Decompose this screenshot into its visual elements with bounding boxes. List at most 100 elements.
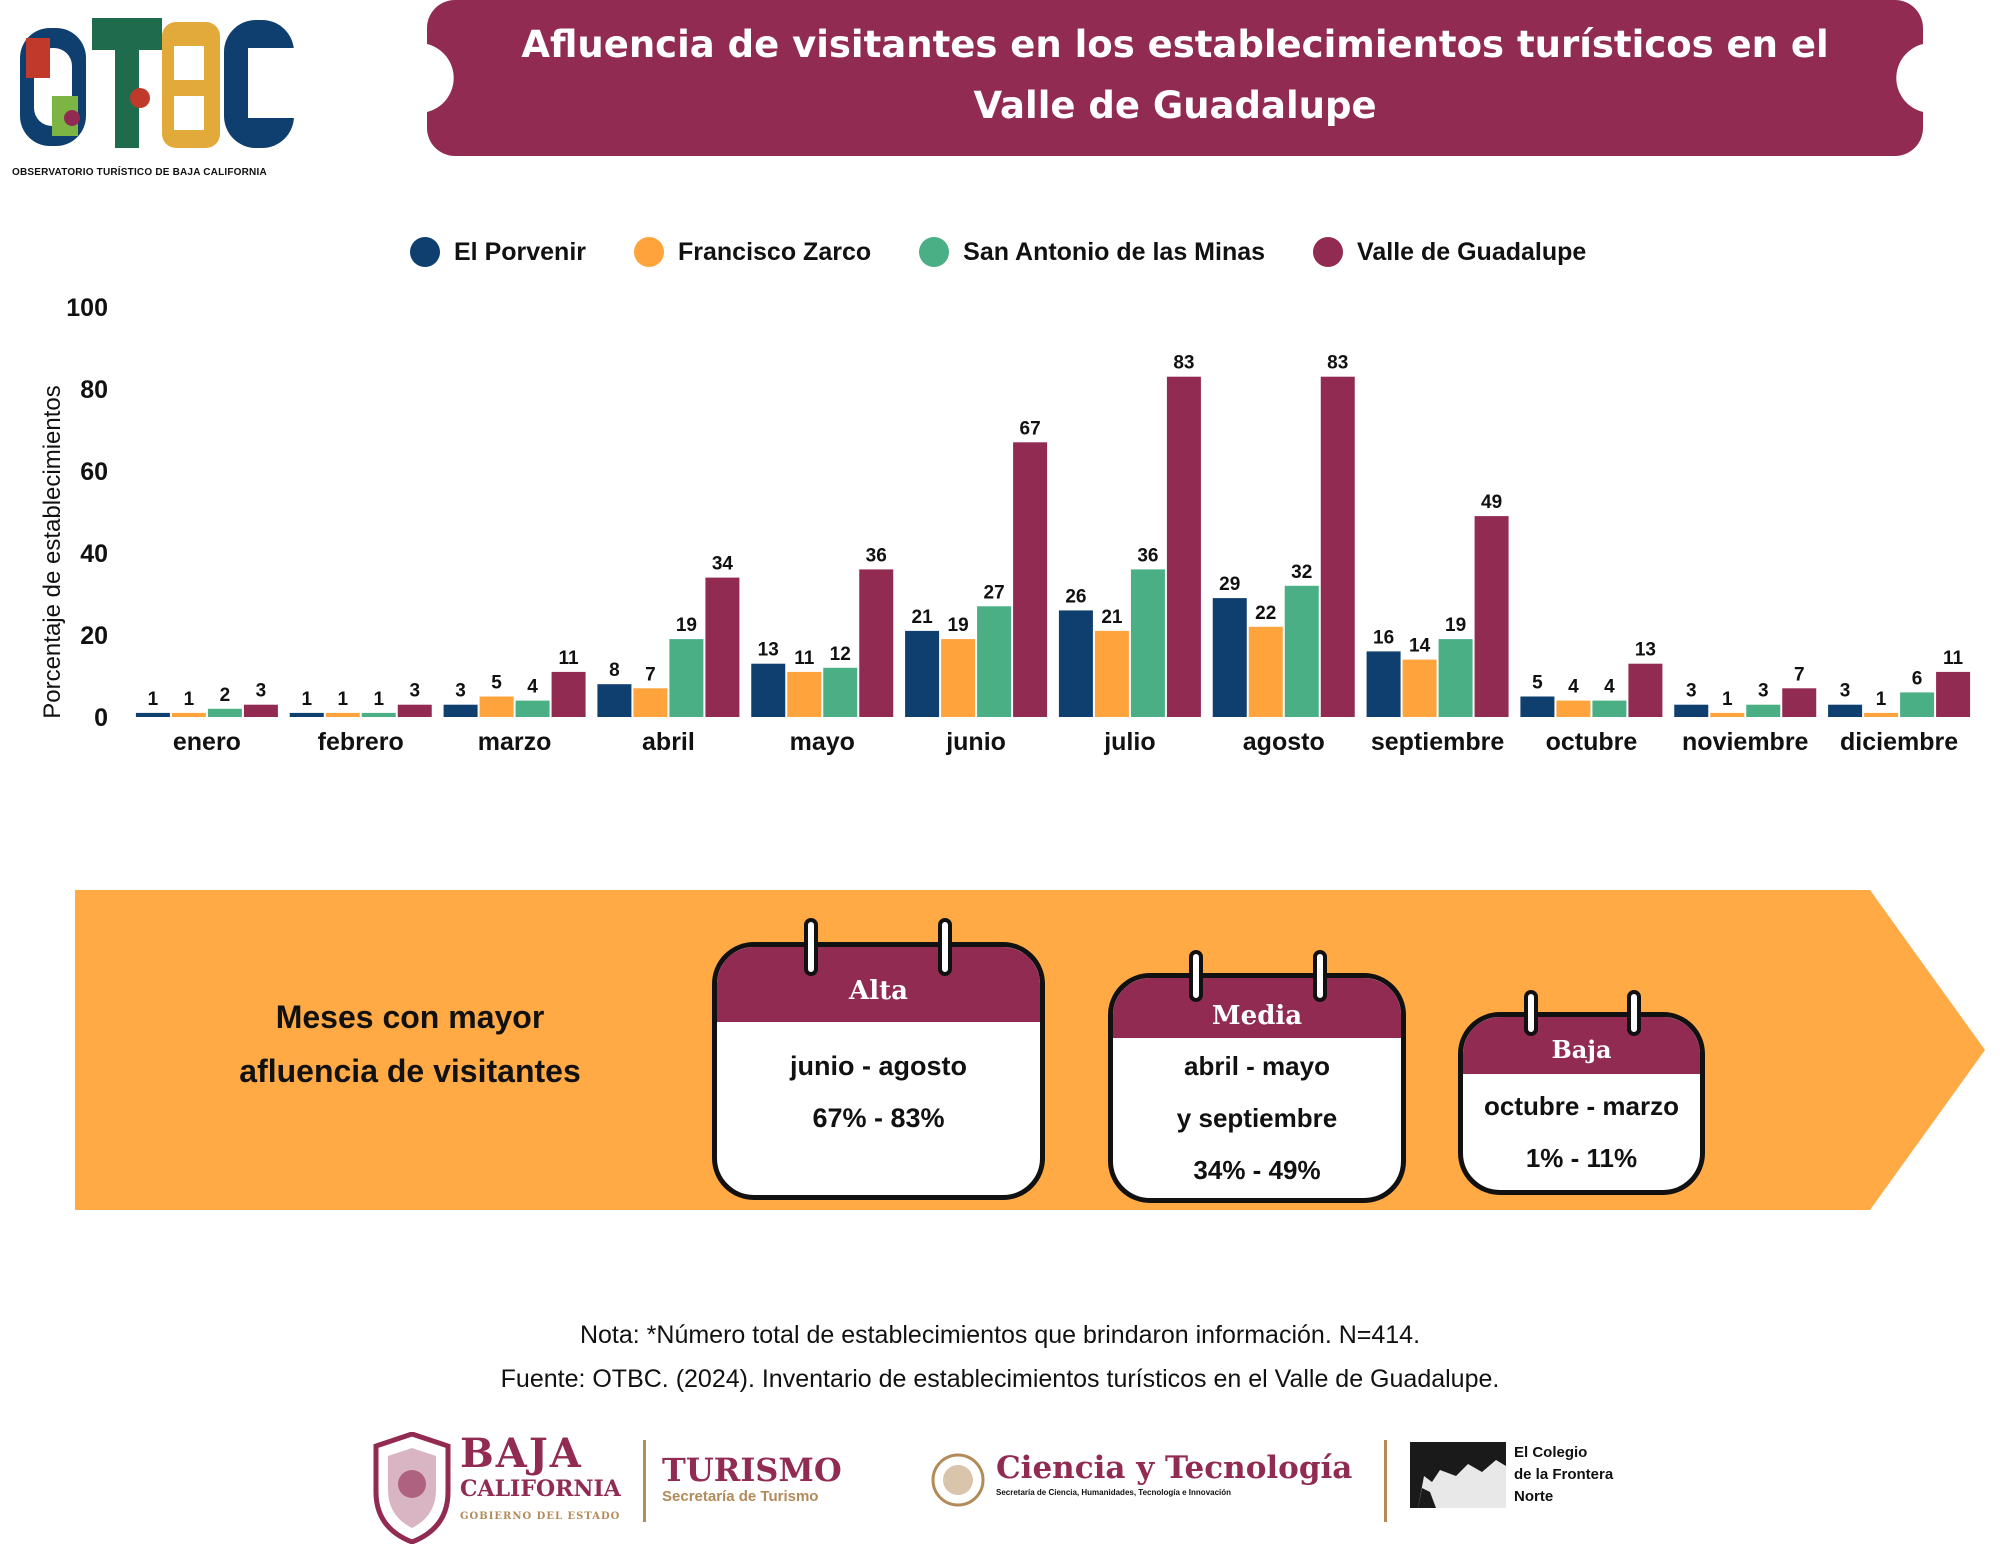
page-title: Afluencia de visitantes en los estableci… [520, 14, 1830, 136]
colef-logo: El Colegio de la Frontera Norte [1410, 1442, 1640, 1522]
data-label: 3 [409, 681, 420, 702]
title-line-1: Afluencia de visitantes en los estableci… [521, 23, 1829, 66]
calendar-low-months: octubre - marzo [1483, 1091, 1680, 1121]
x-tick-label: febrero [318, 728, 404, 756]
legend-label: Francisco Zarco [678, 237, 872, 266]
bar [1746, 704, 1781, 717]
season-panel-label: Meses con mayor afluencia de visitantes [220, 990, 600, 1098]
bar [905, 630, 940, 717]
data-label: 49 [1481, 492, 1502, 513]
bar [1628, 663, 1663, 717]
bar [1520, 696, 1555, 717]
bar [397, 704, 432, 717]
data-label: 13 [758, 640, 779, 661]
legend-item-san-antonio: San Antonio de las Minas [919, 237, 1265, 267]
otbc-logo-graphic [20, 18, 296, 148]
bar [669, 639, 704, 717]
bar [1474, 516, 1509, 717]
cyt-logo-line-2: Secretaría de Ciencia, Humanidades, Tecn… [996, 1488, 1232, 1497]
x-tick-label: septiembre [1371, 728, 1504, 756]
data-label: 11 [1943, 648, 1964, 669]
data-label: 1 [337, 689, 348, 710]
colef-logo-line-2: de la Frontera [1514, 1466, 1614, 1483]
colef-map-icon [1410, 1442, 1506, 1508]
calendar-medium-range: 34% - 49% [1193, 1155, 1321, 1185]
data-label: 4 [527, 677, 538, 698]
data-label: 19 [1445, 615, 1466, 636]
data-label: 3 [455, 681, 466, 702]
bar [1320, 376, 1355, 717]
bar-chart: Porcentaje de establecimientos 0 20 40 60 80 1… [39, 294, 1971, 756]
bar [1094, 630, 1129, 717]
x-tick-label: diciembre [1840, 728, 1958, 756]
y-tick-label: 0 [94, 704, 108, 732]
bar [1438, 639, 1473, 717]
coat-of-arms-icon [931, 1453, 985, 1507]
bar [1166, 376, 1201, 717]
y-tick-label: 20 [80, 622, 108, 650]
calendar-ring [804, 918, 818, 976]
bar [1058, 610, 1093, 717]
legend-item-el-porvenir: El Porvenir [410, 237, 586, 267]
footnote-source: Fuente: OTBC. (2024). Inventario de esta… [500, 1365, 1500, 1393]
legend-item-valle-de-guadalupe: Valle de Guadalupe [1313, 237, 1586, 267]
data-label: 22 [1255, 603, 1276, 624]
data-label: 34 [712, 554, 734, 575]
data-label: 16 [1373, 627, 1394, 648]
ciencia-tecnologia-logo: Ciencia y Tecnología Secretaría de Cienc… [930, 1448, 1370, 1514]
legend-swatch [919, 237, 950, 267]
bar [1212, 598, 1247, 717]
y-tick-label: 60 [80, 458, 108, 486]
data-label: 1 [373, 689, 384, 710]
calendar-ring [1189, 950, 1203, 1002]
bar [361, 712, 396, 717]
bar [289, 712, 324, 717]
bar [1248, 626, 1283, 717]
y-tick-label: 100 [66, 294, 108, 322]
turismo-logo-line-1: TURISMO [662, 1451, 842, 1489]
data-label: 3 [1758, 681, 1769, 702]
legend-label: El Porvenir [454, 237, 586, 266]
otbc-logo-caption: OBSERVATORIO TURÍSTICO DE BAJA CALIFORNI… [12, 167, 267, 178]
season-label-line-1: Meses con mayor [275, 999, 545, 1035]
bar [859, 569, 894, 717]
data-label: 27 [984, 582, 1005, 603]
bar [443, 704, 478, 717]
calendar-low-title: Baja [1463, 1017, 1700, 1074]
bar [823, 667, 858, 717]
data-label: 1 [1722, 689, 1733, 710]
legend-swatch [410, 237, 440, 267]
bar [633, 688, 668, 717]
x-tick-label: agosto [1243, 728, 1325, 756]
bar [1592, 700, 1627, 717]
data-label: 36 [1137, 545, 1158, 566]
bar [325, 712, 360, 717]
data-label: 6 [1912, 668, 1923, 689]
bar [1402, 659, 1437, 717]
data-label: 7 [645, 664, 656, 685]
bar [1828, 704, 1863, 717]
bar [207, 708, 242, 717]
data-label: 3 [1840, 681, 1851, 702]
baja-california-logo: BAJA CALIFORNIA GOBIERNO DEL ESTADO [372, 1432, 637, 1544]
x-tick-label: abril [642, 728, 695, 756]
bar [1013, 442, 1048, 717]
legend-label: San Antonio de las Minas [963, 237, 1266, 266]
data-label: 32 [1291, 562, 1312, 583]
bar [977, 606, 1012, 717]
otbc-logo: OBSERVATORIO TURÍSTICO DE BAJA CALIFORNI… [12, 8, 302, 180]
data-label: 11 [559, 648, 580, 669]
calendar-low-range: 1% - 11% [1525, 1143, 1638, 1173]
data-label: 3 [256, 681, 267, 702]
data-label: 1 [301, 689, 312, 710]
bc-logo-line-2: CALIFORNIA [460, 1476, 621, 1502]
bar [551, 671, 586, 717]
bar [1900, 692, 1935, 717]
calendar-medium-title: Media [1113, 978, 1401, 1038]
x-tick-label: enero [173, 728, 241, 756]
calendar-high-title: Alta [717, 947, 1040, 1022]
calendar-ring [1627, 990, 1641, 1036]
calendar-high-range: 67% - 83% [812, 1103, 945, 1133]
data-label: 26 [1065, 586, 1086, 607]
x-tick-label: octubre [1546, 728, 1638, 756]
